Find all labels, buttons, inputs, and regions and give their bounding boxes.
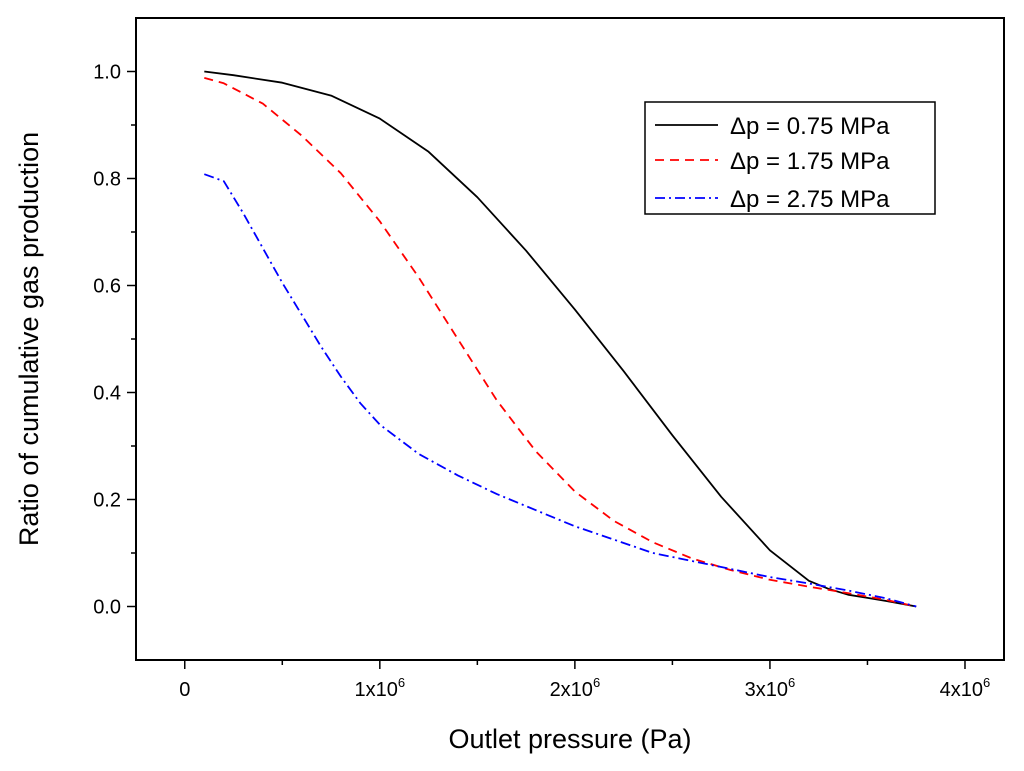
x-tick-label: 2x106 [550, 675, 601, 701]
series-line-0 [204, 70, 917, 608]
x-tick-base: 4x10 [940, 679, 983, 701]
y-axis-title: Ratio of cumulative gas production [14, 132, 44, 546]
series-line-1 [204, 77, 917, 608]
x-tick-base: 1x10 [355, 679, 398, 701]
legend-label-2: Δp = 2.75 MPa [730, 186, 890, 213]
legend: Δp = 0.75 MPa Δp = 1.75 MPa Δp = 2.75 MP… [644, 101, 936, 215]
legend-box [644, 101, 936, 215]
x-tick-base: 3x10 [745, 679, 788, 701]
y-tick-label: 0.2 [93, 490, 121, 512]
x-tick-exponent: 6 [983, 675, 990, 690]
x-tick-label: 3x106 [745, 675, 796, 701]
y-tick-label: 0.8 [93, 169, 121, 191]
x-tick-base: 0 [179, 679, 190, 701]
x-tick-label: 4x106 [940, 675, 991, 701]
y-tick-label: 0.0 [93, 597, 121, 619]
x-axis-title: Outlet pressure (Pa) [448, 724, 691, 754]
y-tick-label: 0.6 [93, 276, 121, 298]
x-tick-label: 1x106 [355, 675, 406, 701]
legend-label-1: Δp = 1.75 MPa [730, 148, 890, 175]
x-tick-base: 2x10 [550, 679, 593, 701]
x-tick-exponent: 6 [593, 675, 600, 690]
legend-label-0: Δp = 0.75 MPa [730, 113, 890, 140]
x-tick-exponent: 6 [398, 675, 405, 690]
series-line-2 [203, 173, 917, 608]
y-tick-label: 0.4 [93, 383, 121, 405]
y-tick-label: 1.0 [93, 62, 121, 84]
x-tick-label: 0 [179, 679, 190, 701]
x-tick-exponent: 6 [788, 675, 795, 690]
series-group [203, 70, 917, 608]
